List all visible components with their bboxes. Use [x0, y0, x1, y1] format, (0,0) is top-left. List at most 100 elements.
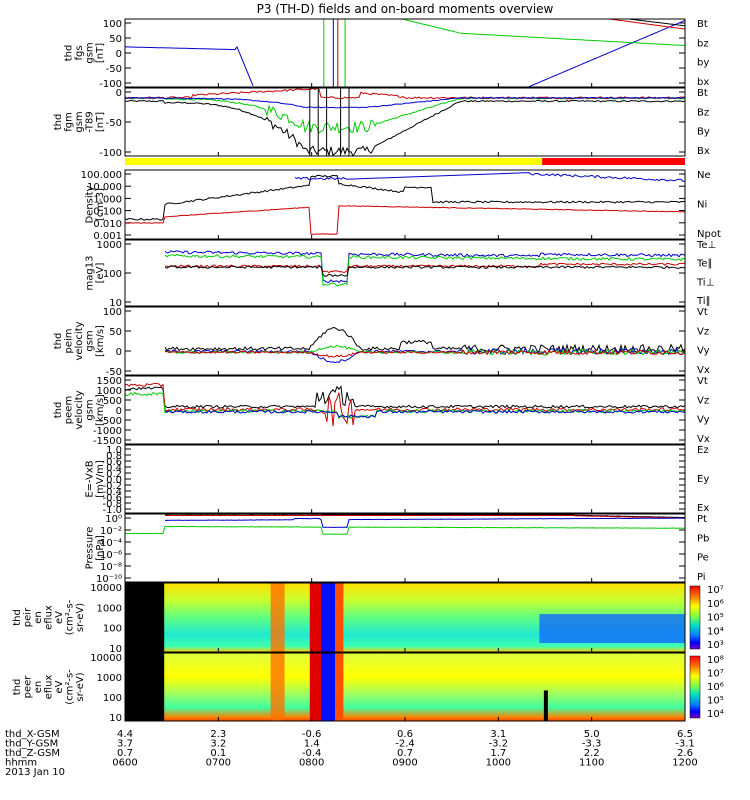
ytick-label: 0: [116, 88, 122, 99]
ytick-label: 0.8: [106, 451, 122, 462]
colorbar: 10⁷ 10⁶ 10⁵ 10⁴ 10³: [689, 585, 724, 651]
ytick-label: 50: [109, 327, 122, 338]
ytick-label: -0.8: [102, 499, 122, 510]
legend-Npot: Npot: [697, 229, 721, 240]
footer-tick-value: 1100: [579, 758, 604, 769]
panel-frame: [124, 306, 686, 376]
colorbar-gradient: [689, 655, 701, 719]
ytick-label: -1000: [93, 426, 122, 437]
ytick-label: 10.000: [87, 182, 122, 193]
panel-fgm: thd fgm gsm -T89 [nT] 0 -50 -100 Bt Bz By Bx: [53, 87, 710, 159]
ylabel-line: thd: [53, 402, 64, 419]
ytick-label: 1000: [97, 603, 122, 614]
ytick-label: 100: [103, 19, 122, 30]
ytick-label: 10: [109, 298, 122, 309]
panel-electron-spectrogram-ylabel: thd peer en eflux eV (cm²-s-sr-eV): [12, 669, 86, 705]
series-bz: [124, 87, 686, 100]
panel-electron-velocity: thd peem velocity gsm [km/s] 150010005000-500…: [53, 375, 710, 447]
footer-tick-value: 3.7: [117, 739, 133, 750]
ylabel-line: eV: [54, 680, 65, 693]
spectrogram-band: [321, 583, 335, 652]
ytick-label: 10: [109, 713, 122, 724]
colorbar-label: 10⁵: [707, 696, 724, 707]
panel-fgs: thd fgs gsm [nT] 100 50 0 -50 -100 Bt bz by bx: [64, 18, 709, 90]
colorbar-label: 10⁵: [707, 613, 724, 624]
ylabel-line: en: [33, 681, 44, 694]
ylabel-line: thd: [64, 45, 75, 62]
footer-tick-value: -3.1: [675, 739, 695, 750]
ytick-label: 1000: [97, 673, 122, 684]
series-te-perp: [165, 262, 686, 274]
series-vz: [164, 349, 686, 358]
ytick-label: -100: [99, 79, 122, 90]
legend-by: by: [697, 58, 709, 69]
legend-bx: bx: [697, 77, 709, 88]
ylabel-line: fgs: [74, 45, 85, 60]
ylabel-line: [km/s]: [95, 325, 106, 357]
ytick-label: 10⁻⁴: [100, 538, 122, 549]
legend-Ne: Ne: [697, 170, 711, 181]
colorbar-label: 10⁸: [707, 655, 724, 666]
panel-frame: [124, 513, 686, 583]
spectrogram-nodata: [125, 583, 165, 652]
panel-electron-velocity-ylabel: thd peem velocity gsm [km/s]: [53, 390, 106, 429]
legend-Bt: Bt: [697, 88, 708, 99]
footer-tick-value: -0.6: [302, 729, 322, 740]
ylabel-line: gsm: [85, 399, 96, 420]
ylabel-line: en: [33, 611, 44, 624]
ylabel-line: [nT]: [95, 112, 106, 132]
footer-tick-value: -0.4: [302, 748, 322, 759]
footer-tick-value: 0700: [206, 758, 231, 769]
spectrogram-band: [270, 583, 285, 652]
ytick-label: 0.0: [106, 475, 122, 486]
mode-bar-yellow: [125, 158, 543, 165]
panel-fgm-ylabel: thd fgm gsm -T89 [nT]: [53, 111, 106, 133]
ytick-label: 1500: [97, 376, 122, 387]
ylabel-line: [cm-3]: [95, 188, 106, 221]
ylabel-line: peer: [23, 675, 34, 699]
ylabel-line: gsm: [85, 330, 96, 351]
legend-bz: bz: [697, 38, 709, 49]
footer-tick-value: -2.4: [395, 739, 415, 750]
panel-density-ylabel: Density [cm-3]: [85, 185, 107, 223]
series-ne: [124, 205, 686, 235]
footer-tick-value: 6.5: [677, 729, 693, 740]
legend-Vy: Vy: [697, 415, 710, 426]
spectrogram-base: [125, 653, 685, 721]
footer-tick-value: -3.2: [489, 739, 509, 750]
ytick-label: 10⁻⁶: [100, 550, 122, 561]
footer-row-label: thd_Z-GSM: [5, 748, 60, 759]
legend-Ey: Ey: [697, 474, 709, 485]
ytick-label: 10000: [90, 583, 122, 594]
ylabel-line: Pressure: [85, 527, 96, 570]
legend-Ti∥: Ti∥: [696, 296, 711, 307]
ylabel-line: velocity: [74, 321, 85, 360]
mode-bar: [125, 158, 685, 165]
colorbar: 10⁸ 10⁷ 10⁶ 10⁵ 10⁴: [689, 655, 724, 720]
spectrogram-band: [335, 653, 344, 721]
footer-date: 2013 Jan 10: [5, 767, 65, 778]
footer-tick-value: 0.6: [397, 729, 413, 740]
footer-tick-value: 0900: [392, 758, 417, 769]
series-ti-par: [164, 253, 686, 287]
spectrogram-nodata: [125, 653, 165, 721]
x-axis-footer: thd_X-GSM 4.4 2.3 -0.6 0.6 3.1 5.0 6.5 thd_Y-GSM…: [5, 729, 698, 778]
ylabel-line: [nT]: [95, 43, 106, 63]
ylabel-line: sr-eV): [75, 672, 86, 701]
ytick-label: 0: [116, 347, 122, 358]
ytick-label: 100.000: [81, 170, 122, 181]
panel-efield-ylabel: E=-VxB [mV/m]: [85, 460, 107, 498]
ylabel-line: sr-eV): [75, 603, 86, 632]
ytick-label: 10⁻⁸: [100, 562, 122, 573]
legend-Ex: Ex: [697, 503, 709, 514]
ytick-label: -500: [99, 416, 122, 427]
legend-Pi: Pi: [697, 572, 706, 583]
panel-ion-spectrogram-ylabel: thd peir en eflux eV (cm²-s-sr-eV): [12, 599, 86, 635]
spectrogram-region: [539, 614, 685, 644]
series-bx: [124, 96, 686, 109]
ylabel-line: [nPa]: [95, 535, 106, 561]
colorbar-label: 10⁷: [707, 669, 724, 680]
